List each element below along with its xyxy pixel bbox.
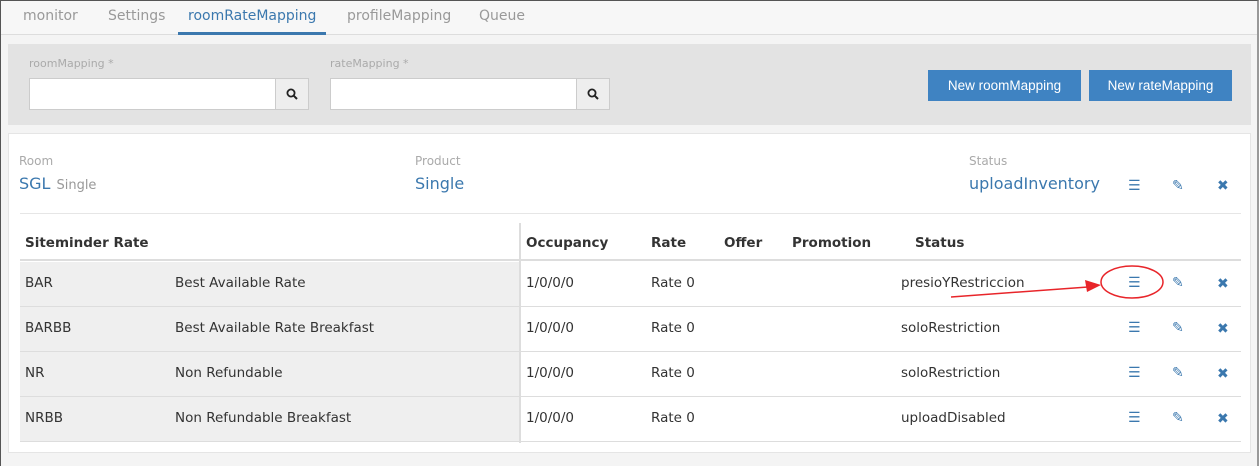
rate-name: Best Available Rate — [175, 275, 306, 291]
occupancy: 1/0/0/0 — [526, 320, 575, 336]
close-icon[interactable]: ✖ — [1217, 366, 1229, 382]
rate-code: NR — [25, 365, 45, 381]
table-row: NR Non Refundable 1/0/0/0 Rate 0 soloRes… — [20, 352, 1241, 397]
status-label: Status — [969, 154, 1008, 168]
rate-cell-bg — [20, 397, 520, 441]
row-status: soloRestriction — [901, 365, 1001, 381]
tab-settings[interactable]: Settings — [108, 8, 166, 24]
new-rate-mapping-button[interactable]: New rateMapping — [1089, 70, 1232, 101]
rate: Rate 0 — [651, 320, 695, 336]
room-mapping-input[interactable] — [29, 78, 276, 110]
edit-icon[interactable]: ✎ — [1172, 365, 1184, 381]
occupancy: 1/0/0/0 — [526, 275, 575, 291]
occupancy: 1/0/0/0 — [526, 365, 575, 381]
rate: Rate 0 — [651, 410, 695, 426]
list-icon[interactable]: ☰ — [1128, 320, 1141, 336]
rate-mapping-label: rateMapping * — [330, 57, 409, 70]
row-status: uploadDisabled — [901, 410, 1006, 426]
room-code: SGL — [19, 174, 51, 193]
tab-profilemapping[interactable]: profileMapping — [347, 8, 452, 24]
table-row: BARBB Best Available Rate Breakfast 1/0/… — [20, 307, 1241, 352]
edit-icon[interactable]: ✎ — [1172, 178, 1184, 194]
row-status: soloRestriction — [901, 320, 1001, 336]
room-mapping-card: Room SGL Single Product Single Status upl… — [8, 133, 1251, 453]
divider — [20, 213, 1241, 214]
annotation-arrow — [950, 286, 1089, 298]
filter-panel: roomMapping * rateMapping * New roomMapp… — [8, 44, 1251, 125]
column-divider — [519, 223, 521, 443]
rate-cell-bg — [20, 307, 520, 351]
product-value: Single — [415, 174, 465, 193]
annotation-arrowhead — [1085, 280, 1101, 292]
new-room-mapping-button[interactable]: New roomMapping — [928, 70, 1081, 101]
rate-name: Non Refundable — [175, 365, 283, 381]
tab-roomratemapping[interactable]: roomRateMapping — [178, 8, 327, 35]
tab-monitor[interactable]: monitor — [23, 8, 78, 24]
row-status: presioYRestriccion — [901, 275, 1025, 291]
table-row: BAR Best Available Rate 1/0/0/0 Rate 0 p… — [20, 262, 1241, 307]
rate: Rate 0 — [651, 365, 695, 381]
rate-mapping-input[interactable] — [330, 78, 577, 110]
edit-icon[interactable]: ✎ — [1172, 320, 1184, 336]
search-icon — [286, 88, 298, 100]
room-name: Single — [56, 178, 97, 193]
rate-code: BARBB — [25, 320, 72, 336]
list-icon[interactable]: ☰ — [1128, 178, 1141, 194]
search-icon — [587, 88, 599, 100]
rate-code: BAR — [25, 275, 53, 291]
close-icon[interactable]: ✖ — [1217, 178, 1229, 194]
tab-bar: monitor Settings roomRateMapping profile… — [1, 1, 1257, 35]
room-value: SGL Single — [19, 174, 96, 193]
list-icon[interactable]: ☰ — [1128, 410, 1141, 426]
annotation-circle — [1100, 265, 1164, 299]
rate-name: Best Available Rate Breakfast — [175, 320, 375, 336]
close-icon[interactable]: ✖ — [1217, 321, 1229, 337]
rate-search-button[interactable] — [576, 78, 610, 110]
table-header: Siteminder Rate Occupancy Rate Offer Pro… — [20, 223, 1241, 261]
occupancy: 1/0/0/0 — [526, 410, 575, 426]
header-offer: Offer — [724, 235, 763, 251]
list-icon[interactable]: ☰ — [1128, 365, 1141, 381]
rate-name: Non Refundable Breakfast — [175, 410, 352, 426]
status-value: uploadInventory — [969, 174, 1100, 193]
table-row: NRBB Non Refundable Breakfast 1/0/0/0 Ra… — [20, 397, 1241, 442]
product-label: Product — [415, 154, 461, 168]
rate: Rate 0 — [651, 275, 695, 291]
header-occupancy: Occupancy — [526, 235, 609, 251]
rate-cell-bg — [20, 352, 520, 396]
list-icon[interactable]: ☰ — [1128, 275, 1141, 291]
room-mapping-label: roomMapping * — [29, 57, 114, 70]
tab-queue[interactable]: Queue — [479, 8, 525, 24]
rate-code: NRBB — [25, 410, 64, 426]
header-siteminder-rate: Siteminder Rate — [25, 235, 149, 251]
room-label: Room — [19, 154, 54, 168]
header-promotion: Promotion — [792, 235, 872, 251]
close-icon[interactable]: ✖ — [1217, 411, 1229, 427]
header-rate: Rate — [651, 235, 687, 251]
header-status: Status — [915, 235, 965, 251]
edit-icon[interactable]: ✎ — [1172, 410, 1184, 426]
edit-icon[interactable]: ✎ — [1172, 275, 1184, 291]
rate-cell-bg — [20, 262, 520, 306]
room-search-button[interactable] — [275, 78, 309, 110]
close-icon[interactable]: ✖ — [1217, 276, 1229, 292]
